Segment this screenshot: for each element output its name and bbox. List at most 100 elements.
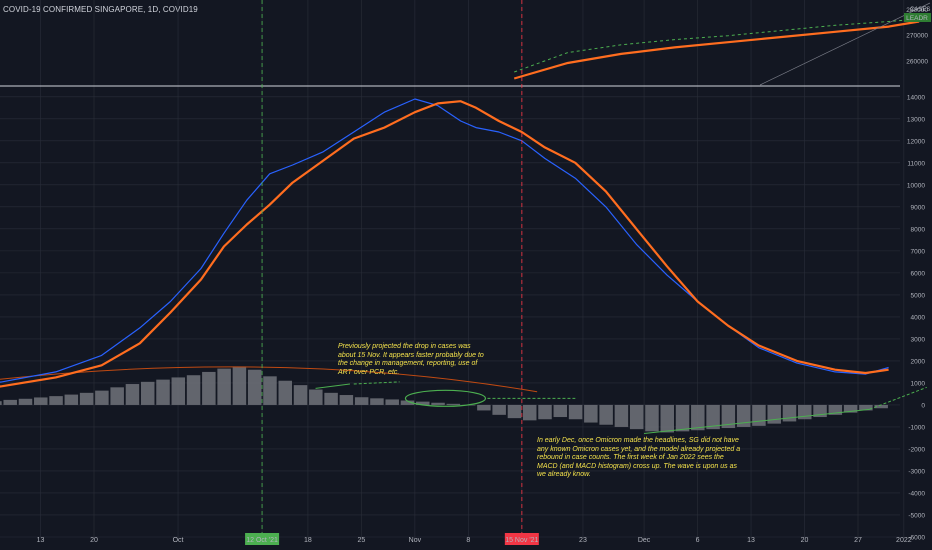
- histogram-bar: [339, 395, 354, 405]
- histogram-bar: [614, 404, 629, 427]
- histogram-bar: [767, 404, 781, 424]
- y-tick-label: 14000: [907, 94, 925, 101]
- y-tick-label: 10000: [907, 182, 925, 189]
- histogram-bar: [18, 398, 33, 405]
- y-tick-label: -2000: [908, 446, 925, 453]
- y-tick-label: 3000: [911, 336, 926, 343]
- histogram-bar: [645, 404, 659, 432]
- y-tick-label: -5000: [908, 512, 925, 519]
- top-y-tick: 260000: [906, 59, 928, 66]
- x-tick-label: 20: [90, 537, 98, 544]
- x-tick-label: 2022: [896, 537, 912, 544]
- histogram-bar: [156, 379, 170, 405]
- histogram-bar: [400, 400, 415, 405]
- top-y-tick: 280000: [906, 7, 928, 14]
- histogram-bar: [95, 390, 109, 405]
- top-unit-label: CASES: [910, 7, 931, 13]
- price-tag-label: LEADR: [906, 15, 928, 22]
- histogram-bar: [736, 404, 751, 427]
- y-tick-label: 2000: [911, 358, 926, 365]
- y-tick-label: -4000: [908, 490, 925, 497]
- histogram-bar: [324, 392, 338, 405]
- x-tick-label: 25: [358, 537, 366, 544]
- histogram-bar: [232, 366, 247, 405]
- histogram-bar: [431, 402, 445, 405]
- top-series-line: [514, 18, 920, 73]
- histogram-bar: [859, 404, 873, 411]
- histogram-bar: [568, 404, 583, 420]
- histogram-bar: [492, 404, 506, 415]
- grid: [0, 0, 905, 538]
- histogram-bar: [477, 404, 491, 411]
- histogram-bar: [186, 375, 201, 405]
- histogram-bar: [247, 369, 262, 405]
- top-series-line: [513, 20, 920, 80]
- orange-series-line: [0, 100, 889, 388]
- x-tick-label: 13: [37, 537, 45, 544]
- chart-title: COVID-19 CONFIRMED SINGAPORE, 1D, COVID1…: [3, 5, 198, 14]
- histogram-bar: [752, 404, 766, 426]
- histogram-bar: [599, 404, 613, 425]
- histogram-bar: [370, 398, 384, 405]
- histogram-bar: [553, 404, 568, 418]
- histogram-bar: [828, 404, 843, 415]
- histogram-bar: [125, 384, 140, 405]
- y-tick-label: 7000: [911, 248, 926, 255]
- x-tick-label: 8: [466, 537, 470, 544]
- price-tag: [904, 13, 931, 22]
- trend-line: [759, 2, 931, 86]
- histogram-bar: [217, 368, 231, 405]
- y-tick-label: 12000: [907, 138, 925, 145]
- y-tick-label: -1000: [908, 424, 925, 431]
- arrow-dashed: [869, 386, 927, 410]
- y-tick-label: 13000: [907, 116, 925, 123]
- x-tick-label: 6: [696, 537, 700, 544]
- x-tick-label: 13: [747, 537, 755, 544]
- y-tick-label: -3000: [908, 468, 925, 475]
- x-marker-tag: [245, 533, 280, 545]
- macd-histogram: [0, 366, 888, 433]
- annotation-drawings: [261, 0, 927, 535]
- histogram-bar: [629, 404, 644, 430]
- x-tick-label: 18: [304, 537, 312, 544]
- histogram-bar: [49, 396, 63, 405]
- histogram-bar: [79, 392, 94, 405]
- histogram-bar: [171, 377, 186, 405]
- histogram-bar: [584, 404, 598, 423]
- histogram-bar: [507, 404, 522, 419]
- histogram-bar: [691, 404, 705, 431]
- x-axis: 13 20 Oct 12 Oct '21 18 25 Nov 8 15 Nov '21 23 Dec…: [37, 533, 912, 545]
- histogram-bar: [721, 404, 736, 429]
- y-tick-label: 1000: [911, 380, 926, 387]
- x-marker-tag: [504, 533, 539, 545]
- histogram-bar: [522, 404, 537, 421]
- histogram-bar: [385, 399, 399, 405]
- y-tick-label: -6000: [908, 534, 925, 541]
- top-pane: 280000 270000 260000 LEADR: [513, 2, 931, 86]
- histogram-bar: [446, 403, 461, 405]
- histogram-bar: [538, 404, 552, 420]
- top-y-tick: 270000: [906, 33, 928, 40]
- y-tick-label: 11000: [907, 160, 925, 167]
- histogram-bar: [293, 385, 308, 405]
- y-tick-label: 0: [921, 402, 925, 409]
- histogram-bar: [782, 404, 797, 422]
- histogram-bar: [110, 387, 124, 405]
- histogram-bar: [263, 376, 277, 405]
- x-tick-label: Oct: [173, 537, 184, 544]
- histogram-bar: [416, 401, 430, 405]
- main-lines: [0, 98, 889, 393]
- highlight-ellipse: [404, 389, 487, 407]
- histogram-bar: [140, 381, 155, 405]
- annotation-note-1: Previously projected the drop in cases w…: [338, 343, 484, 376]
- histogram-bar: [3, 399, 17, 405]
- y-tick-label: 4000: [911, 314, 926, 321]
- histogram-bar: [843, 404, 858, 413]
- arrow-solid: [315, 383, 351, 389]
- histogram-bar: [202, 371, 216, 405]
- histogram-bar: [874, 404, 888, 409]
- histogram-bar: [64, 394, 79, 405]
- arrow-solid: [644, 408, 870, 435]
- y-tick-label: 8000: [911, 226, 926, 233]
